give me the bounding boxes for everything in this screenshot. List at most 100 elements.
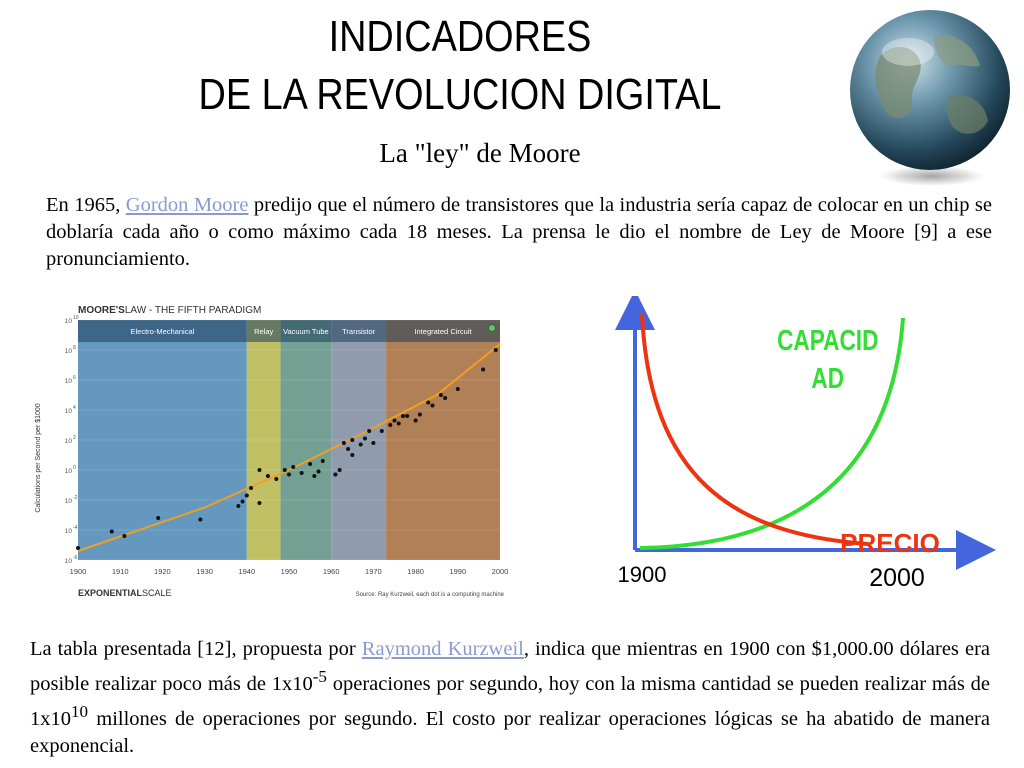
moore-ytick: 10 bbox=[65, 498, 73, 505]
moore-band-label-3: Transistor bbox=[342, 327, 376, 336]
moore-band-0 bbox=[78, 320, 247, 560]
moore-data-point bbox=[274, 477, 279, 481]
moore-data-point bbox=[122, 534, 127, 538]
capacidad-curve bbox=[639, 317, 905, 550]
moore-data-point bbox=[299, 471, 304, 475]
moore-data-point bbox=[291, 465, 296, 469]
moore-ytick-exp: -2 bbox=[73, 495, 78, 501]
precio-label: PRECIO bbox=[840, 528, 940, 558]
moore-footer: EXPONENTIALSCALE bbox=[78, 588, 172, 598]
moore-data-point bbox=[333, 472, 338, 477]
moore-xtick: 1980 bbox=[407, 567, 424, 576]
moore-xtick: 1930 bbox=[196, 567, 213, 576]
moore-ytick-exp: 10 bbox=[73, 315, 79, 321]
moore-endpoint-marker bbox=[488, 324, 496, 332]
gordon-moore-link[interactable]: Gordon Moore bbox=[125, 194, 249, 216]
paragraph-kurzweil-text-4: millones de operaciones por segundo. El … bbox=[30, 707, 990, 757]
moore-xtick: 1990 bbox=[449, 567, 466, 576]
moore-data-point bbox=[76, 546, 80, 550]
moore-data-point bbox=[156, 516, 161, 520]
moore-ylabel: Calculations per Second per $1000 bbox=[35, 403, 42, 512]
moore-ytick: 10 bbox=[65, 378, 73, 385]
moore-data-point bbox=[240, 499, 245, 504]
moore-data-point bbox=[455, 387, 460, 391]
paragraph-moore: En 1965, Gordon Moore predijo que el núm… bbox=[46, 192, 992, 273]
raymond-kurzweil-link[interactable]: Raymond Kurzweil bbox=[361, 638, 524, 660]
moore-data-point bbox=[287, 472, 291, 477]
moore-data-point bbox=[417, 412, 422, 417]
moore-data-point bbox=[257, 501, 262, 505]
moore-data-point bbox=[265, 474, 270, 478]
moore-band-header-1 bbox=[246, 320, 281, 342]
moore-band-2 bbox=[280, 320, 332, 560]
capacity-price-chart: CAPACID AD PRECIO 1900 2000 bbox=[615, 296, 996, 592]
moore-data-point bbox=[493, 348, 498, 352]
capacidad-label-1: CAPACID bbox=[777, 323, 878, 356]
moore-data-point bbox=[346, 447, 351, 451]
moore-data-point bbox=[371, 441, 376, 445]
moore-xtick: 1960 bbox=[323, 567, 340, 576]
exponent-2: 10 bbox=[71, 701, 89, 721]
paragraph-kurzweil: La tabla presentada [12], propuesta por … bbox=[30, 636, 990, 760]
subtitle: La "ley" de Moore bbox=[379, 138, 581, 168]
moore-data-point bbox=[350, 438, 355, 442]
moore-data-point bbox=[198, 517, 203, 522]
moore-data-point bbox=[244, 493, 249, 498]
moore-data-point bbox=[358, 442, 363, 447]
moore-data-point bbox=[388, 423, 393, 427]
moore-ytick: 10 bbox=[65, 348, 73, 355]
capacidad-label-2: AD bbox=[811, 361, 844, 394]
paragraph-moore-text-1: En 1965, bbox=[46, 194, 126, 216]
exponent-1: -5 bbox=[312, 667, 327, 686]
paragraph-kurzweil-text-1: La tabla presentada [12], propuesta por bbox=[30, 638, 362, 660]
moore-data-point bbox=[362, 436, 367, 441]
moore-band-header-4 bbox=[386, 320, 500, 342]
moore-data-point bbox=[312, 474, 317, 478]
moore-data-point bbox=[481, 367, 486, 372]
moore-data-point bbox=[109, 529, 114, 534]
moore-data-point bbox=[249, 486, 254, 490]
moore-band-label-4: Integrated Circuit bbox=[414, 327, 472, 336]
x-end-label: 2000 bbox=[869, 564, 925, 592]
moore-ytick: 10 bbox=[65, 318, 73, 325]
moore-xtick: 1940 bbox=[238, 567, 255, 576]
moore-band-label-1: Relay bbox=[254, 327, 273, 336]
moore-band-1 bbox=[246, 320, 281, 560]
moore-chart-title: MOORE'SLAW - THE FIFTH PARADIGM bbox=[78, 305, 261, 316]
moore-data-point bbox=[400, 414, 405, 418]
moore-data-point bbox=[316, 469, 321, 474]
moore-data-point bbox=[443, 396, 448, 400]
moore-xtick: 2000 bbox=[492, 567, 509, 576]
moore-band-header-0 bbox=[78, 320, 247, 342]
moore-band-3 bbox=[331, 320, 387, 560]
moore-ytick-exp: -6 bbox=[73, 555, 78, 561]
moore-data-point bbox=[379, 429, 384, 433]
paragraph-kurzweil-text-2: , indica que mientras en 1900 con $1,000… bbox=[30, 638, 990, 695]
moore-xtick: 1970 bbox=[365, 567, 382, 576]
title-line-2: DE LA REVOLUCION DIGITAL bbox=[198, 70, 722, 119]
title-line-1: INDICADORES bbox=[328, 12, 592, 61]
moore-data-point bbox=[257, 468, 262, 472]
moore-data-point bbox=[350, 453, 355, 457]
globe-icon bbox=[850, 10, 1010, 186]
moore-ytick: 10 bbox=[65, 528, 73, 535]
moore-ytick-exp: 4 bbox=[73, 405, 76, 411]
moore-data-point bbox=[367, 429, 372, 433]
moore-data-point bbox=[308, 462, 313, 466]
paragraph-kurzweil-text-3: operaciones por segundo, hoy con la mism… bbox=[30, 672, 990, 730]
moore-source: Source: Ray Kurzweil, each dot is a comp… bbox=[356, 592, 505, 598]
moore-band-label-2: Vacuum Tube bbox=[283, 327, 329, 336]
moore-ytick: 10 bbox=[65, 468, 73, 475]
moore-ytick-exp: -4 bbox=[73, 525, 78, 531]
moore-ytick-exp: 6 bbox=[73, 375, 76, 381]
moore-data-point bbox=[392, 418, 397, 423]
moore-data-point bbox=[426, 400, 431, 405]
moore-data-point bbox=[282, 468, 287, 472]
moore-band-label-0: Electro-Mechanical bbox=[131, 327, 195, 336]
moore-ytick: 10 bbox=[65, 438, 73, 445]
moore-data-point bbox=[405, 414, 410, 418]
moore-band-header-3 bbox=[331, 320, 387, 342]
moore-trend-line bbox=[77, 343, 501, 552]
moore-band-header-2 bbox=[280, 320, 332, 342]
moore-ytick-exp: 0 bbox=[73, 465, 76, 471]
